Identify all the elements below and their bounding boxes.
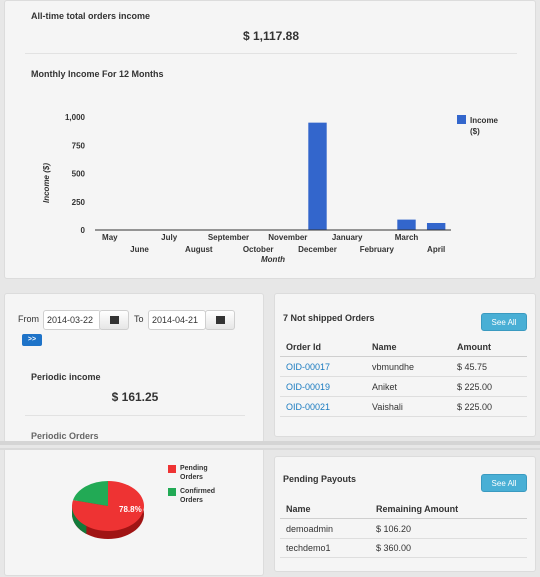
periodic-orders-label: Periodic Orders: [31, 431, 99, 441]
payout-name: techdemo1: [286, 543, 331, 553]
legend-label-line2: ($): [470, 127, 480, 136]
header-name: Name: [372, 342, 397, 352]
table-header-line: [280, 356, 527, 357]
order-amount: $ 45.75: [457, 362, 488, 372]
income-divider: [25, 53, 517, 54]
legend-swatch-pending: [168, 465, 176, 473]
order-name: vbmundhe: [372, 362, 415, 372]
income-panel: All-time total orders income $ 1,117.88 …: [4, 0, 536, 279]
pie-slice-confirmed: [73, 481, 108, 506]
bar-april: [426, 222, 446, 230]
payout-amount: $ 360.00: [376, 543, 412, 553]
periodic-divider: [25, 415, 245, 416]
payouts-panel: Pending Payouts See All Name Remaining A…: [274, 456, 536, 572]
y-tick-label: 750: [72, 141, 86, 150]
y-tick-label: 250: [72, 198, 86, 207]
legend-label-confirmed: Confirmed Orders: [180, 488, 215, 504]
header-order-id: Order Id: [286, 342, 322, 352]
x-tick-label: August: [185, 245, 213, 254]
to-label: To: [134, 314, 144, 324]
from-date-input[interactable]: 2014-03-22: [43, 310, 101, 330]
orders-pie-panel: 78.8% Pending Orders Confirmed Orders: [4, 450, 264, 576]
order-name: Aniket: [372, 382, 398, 392]
orders-pie-chart: 78.8%: [72, 481, 144, 539]
from-label: From: [18, 314, 39, 324]
calendar-icon: [216, 316, 225, 324]
x-tick-label: April: [427, 245, 445, 254]
x-tick-label: February: [360, 245, 395, 254]
x-tick-label: March: [395, 233, 419, 242]
payout-name: demoadmin: [286, 524, 334, 534]
order-id-link[interactable]: OID-00017: [286, 362, 331, 372]
bar-december: [308, 122, 327, 230]
table-row-line: [280, 376, 527, 377]
x-tick-label: May: [102, 233, 118, 242]
payout-amount: $ 106.20: [376, 524, 412, 534]
order-amount: $ 225.00: [457, 402, 493, 412]
section-separator: [0, 448, 540, 450]
to-date-input[interactable]: 2014-04-21: [148, 310, 206, 330]
not-shipped-panel: 7 Not shipped Orders See All Order Id Na…: [274, 293, 536, 437]
section-separator: [0, 441, 540, 445]
y-tick-label: 1,000: [65, 113, 86, 122]
x-tick-label: December: [298, 245, 337, 254]
x-tick-label: October: [243, 245, 274, 254]
legend-label-line1: Income: [470, 116, 499, 125]
y-axis-ticks: 0 250 500 750 1,000: [65, 113, 86, 235]
header-payout-name: Name: [286, 504, 311, 514]
order-name: Vaishali: [372, 402, 403, 412]
payouts-see-all-button[interactable]: See All: [481, 474, 527, 492]
total-income-label: All-time total orders income: [31, 11, 151, 21]
calendar-icon: [110, 316, 119, 324]
table-row-line: [280, 538, 527, 539]
chart-bars: [308, 122, 446, 230]
order-id-link[interactable]: OID-00021: [286, 402, 331, 412]
table-row-line: [280, 416, 527, 417]
x-tick-label: September: [208, 233, 249, 242]
order-id-link[interactable]: OID-00019: [286, 382, 331, 392]
header-amount: Amount: [457, 342, 491, 352]
monthly-income-chart: 0 250 500 750 1,000 May June July August Septemb…: [42, 113, 499, 264]
not-shipped-title: 7 Not shipped Orders: [283, 313, 375, 323]
from-calendar-button[interactable]: [99, 310, 129, 330]
y-tick-label: 0: [81, 226, 86, 235]
x-axis-ticks: May June July August September October Novembe…: [102, 233, 445, 254]
bar-march: [397, 219, 416, 230]
legend-swatch-confirmed: [168, 488, 176, 496]
table-header-line: [280, 518, 527, 519]
x-axis-label: Month: [261, 255, 285, 264]
legend-label-pending: Pending Orders: [180, 465, 208, 481]
x-tick-label: July: [161, 233, 178, 242]
periodic-income-label: Periodic income: [31, 372, 101, 382]
total-income-value: $ 1,117.88: [242, 29, 300, 43]
order-amount: $ 225.00: [457, 382, 493, 392]
table-row-line: [280, 396, 527, 397]
x-tick-label: January: [332, 233, 363, 242]
x-tick-label: November: [268, 233, 307, 242]
apply-period-button[interactable]: >>: [22, 334, 42, 346]
legend-swatch: [457, 115, 466, 124]
header-remaining-amount: Remaining Amount: [376, 504, 459, 514]
y-tick-label: 500: [72, 170, 86, 179]
x-tick-label: June: [130, 245, 149, 254]
payouts-title: Pending Payouts: [283, 474, 357, 484]
not-shipped-see-all-button[interactable]: See All: [481, 313, 527, 331]
to-calendar-button[interactable]: [205, 310, 235, 330]
pie-percent-label: 78.8%: [119, 505, 142, 514]
periodic-income-value: $ 161.25: [111, 390, 159, 404]
y-axis-label: Income ($): [42, 163, 51, 203]
table-row-line: [280, 557, 527, 558]
monthly-chart-heading: Monthly Income For 12 Months: [31, 69, 164, 79]
periodic-panel: From 2014-03-22 To 2014-04-21 >> Periodi…: [4, 293, 264, 443]
